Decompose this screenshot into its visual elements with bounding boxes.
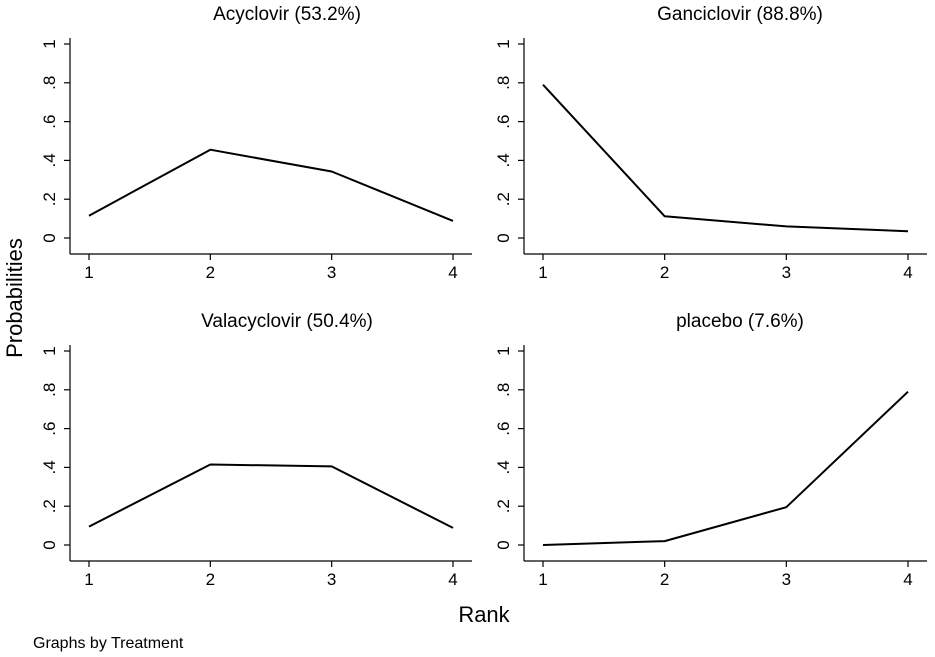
- y-tick-label: .2: [494, 499, 513, 513]
- data-point: [452, 220, 454, 222]
- x-tick-label: 4: [448, 570, 457, 589]
- data-point: [907, 391, 909, 393]
- y-tick-label: .8: [40, 383, 59, 397]
- data-point: [209, 149, 211, 151]
- y-axis-label: Probabilities: [2, 238, 27, 358]
- y-tick-label: 0: [494, 540, 513, 549]
- x-tick-label: 1: [538, 263, 547, 282]
- y-tick-label: .2: [40, 192, 59, 206]
- x-tick-label: 3: [327, 570, 336, 589]
- data-point: [209, 463, 211, 465]
- panel-ganciclovir: Ganciclovir (88.8%) 0 .2 .4 .6 .8 1 1 2 3 4: [494, 4, 927, 282]
- data-point: [542, 544, 544, 546]
- data-point: [664, 540, 666, 542]
- data-point: [88, 526, 90, 528]
- panel-title: placebo (7.6%): [676, 311, 804, 332]
- y-tick-label: .8: [494, 76, 513, 90]
- y-tick-label: 1: [40, 346, 59, 355]
- x-axis-label: Rank: [458, 602, 510, 627]
- y-tick-label: 1: [494, 346, 513, 355]
- x-tick-label: 1: [538, 570, 547, 589]
- data-point: [785, 225, 787, 227]
- data-point: [542, 84, 544, 86]
- x-tick-label: 2: [660, 263, 669, 282]
- y-tick-label: .4: [40, 153, 59, 167]
- y-tick-label: .6: [40, 115, 59, 129]
- series-line: [542, 390, 909, 546]
- data-point: [785, 506, 787, 508]
- graphs-by-note: Graphs by Treatment: [33, 635, 184, 652]
- x-tick-label: 2: [206, 263, 215, 282]
- y-tick-label: .6: [494, 115, 513, 129]
- x-tick-label: 3: [782, 570, 791, 589]
- x-tick-label: 3: [327, 263, 336, 282]
- y-tick-label: .8: [40, 76, 59, 90]
- x-tick-label: 3: [782, 263, 791, 282]
- x-tick-label: 2: [660, 570, 669, 589]
- x-tick-label: 4: [448, 263, 457, 282]
- series-line: [88, 463, 454, 529]
- y-tick-label: .6: [494, 422, 513, 436]
- x-tick-label: 1: [84, 263, 93, 282]
- series-line: [88, 148, 454, 222]
- panel-acyclovir: Acyclovir (53.2%) 0 .2 .4 .6 .8 1 1 2 3 4: [40, 4, 472, 282]
- series-line: [542, 84, 909, 233]
- y-tick-label: 1: [40, 39, 59, 48]
- y-tick-label: 0: [40, 233, 59, 242]
- x-tick-label: 4: [903, 570, 912, 589]
- y-tick-label: .2: [494, 192, 513, 206]
- y-tick-label: .8: [494, 383, 513, 397]
- data-point: [331, 465, 333, 467]
- y-tick-label: 1: [494, 39, 513, 48]
- panel-title: Ganciclovir (88.8%): [657, 4, 823, 25]
- x-tick-label: 2: [206, 570, 215, 589]
- data-point: [907, 230, 909, 232]
- panel-placebo: placebo (7.6%) 0 .2 .4 .6 .8 1 1 2 3 4: [494, 311, 927, 589]
- panel-title: Valacyclovir (50.4%): [201, 311, 373, 332]
- y-tick-label: 0: [494, 233, 513, 242]
- panel-title: Acyclovir (53.2%): [213, 4, 361, 25]
- x-tick-label: 1: [84, 570, 93, 589]
- y-tick-label: .4: [40, 460, 59, 474]
- panel-valacyclovir: Valacyclovir (50.4%) 0 .2 .4 .6 .8 1 1 2 3 4: [40, 311, 472, 589]
- y-tick-label: .4: [494, 153, 513, 167]
- data-point: [664, 215, 666, 217]
- data-point: [452, 527, 454, 529]
- y-tick-label: .4: [494, 460, 513, 474]
- x-tick-label: 4: [903, 263, 912, 282]
- y-tick-label: .6: [40, 422, 59, 436]
- data-point: [331, 170, 333, 172]
- data-point: [88, 215, 90, 217]
- y-tick-label: .2: [40, 499, 59, 513]
- y-tick-label: 0: [40, 540, 59, 549]
